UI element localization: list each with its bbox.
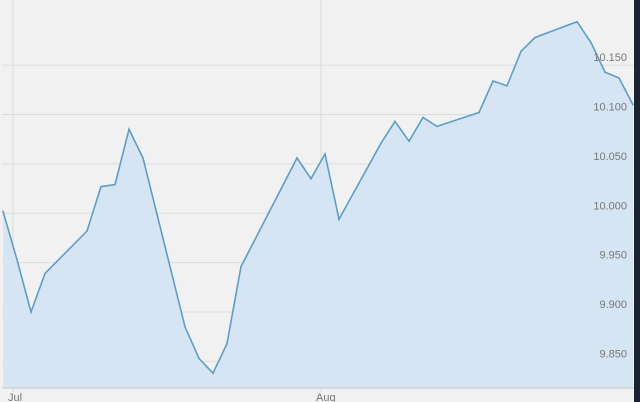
data-point — [380, 142, 382, 144]
data-point — [324, 153, 326, 155]
data-point — [114, 183, 116, 186]
data-point — [478, 111, 480, 114]
data-point — [86, 230, 88, 232]
y-tick-label: 9.950 — [599, 250, 627, 262]
y-tick-label: 10.000 — [593, 200, 627, 212]
y-tick-label: 10.100 — [593, 102, 627, 114]
data-point — [44, 272, 46, 275]
data-point — [618, 77, 620, 79]
data-point — [184, 325, 186, 328]
data-point — [100, 185, 102, 188]
data-point — [394, 120, 396, 123]
data-point — [2, 210, 4, 213]
data-point — [212, 372, 214, 374]
data-point — [520, 50, 522, 53]
y-tick-label: 9.900 — [599, 299, 627, 311]
data-point — [604, 71, 606, 73]
right-frame — [634, 0, 640, 402]
y-axis-labels: 9.850 9.900 9.950 10.000 10.050 10.100 10.150 — [593, 52, 627, 360]
data-point — [534, 36, 536, 39]
y-tick-label: 9.850 — [599, 348, 627, 360]
x-tick-label: Jul — [8, 392, 22, 402]
data-point — [632, 103, 634, 106]
data-point — [142, 157, 144, 159]
data-point — [576, 20, 578, 23]
y-tick-label: 10.050 — [593, 151, 627, 163]
data-point — [296, 157, 298, 159]
data-point — [338, 218, 340, 220]
data-point — [128, 128, 130, 131]
y-tick-label: 10.150 — [593, 52, 627, 64]
x-tick-label: Aug — [316, 392, 336, 402]
data-point — [408, 140, 410, 142]
data-point — [492, 80, 494, 82]
data-point — [226, 342, 228, 345]
data-point — [436, 125, 438, 128]
data-point — [198, 357, 200, 360]
data-point — [310, 177, 312, 180]
data-points — [2, 20, 634, 374]
x-axis-labels: Jul Aug — [8, 392, 336, 402]
data-point — [240, 265, 242, 268]
series-area — [3, 21, 633, 388]
data-point — [506, 85, 508, 87]
data-point — [16, 258, 18, 261]
data-point — [422, 116, 424, 119]
data-point — [30, 311, 32, 313]
data-point — [590, 41, 592, 44]
